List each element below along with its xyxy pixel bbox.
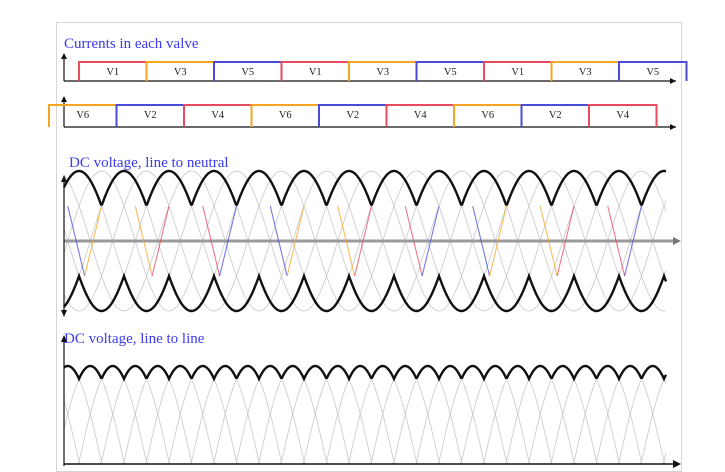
valve-label: V1 [106, 67, 119, 78]
top-row: V1 V3 V5 V1 V3 V5 V1 V3 V5 [61, 53, 688, 84]
phase-diagonal [151, 205, 170, 277]
top-pulse [618, 61, 688, 81]
neutral-axis-arrow [673, 237, 681, 245]
figure-frame [56, 22, 682, 472]
positive-envelope [62, 169, 667, 206]
line-axis-arrow [673, 460, 681, 468]
phase-reference-curve [63, 170, 667, 312]
phase-diagonal [539, 205, 558, 277]
negative-envelope [63, 272, 668, 313]
valve-label: V5 [444, 67, 457, 78]
phase-reference-curve [63, 170, 667, 312]
phase-diagonal [624, 205, 643, 277]
valve-label: V6 [481, 110, 494, 121]
phase-diagonal [337, 205, 356, 277]
phase-reference-curve [63, 170, 667, 312]
valve-label: V5 [241, 67, 254, 78]
bottom-row: V6 V2 V4 V6 V2 V4 V6 V2 V4 [48, 96, 676, 130]
phase-diagonal [134, 205, 153, 277]
valve-label: V4 [616, 110, 630, 121]
valve-label: V6 [76, 110, 89, 121]
line-reference-curve [64, 365, 667, 465]
phase-diagonal [421, 205, 440, 277]
phase-diagonal [607, 205, 626, 277]
valve-label: V5 [646, 67, 659, 78]
line-reference-curve [64, 365, 667, 465]
bottom-pulse [588, 104, 658, 127]
valve-label: V3 [376, 67, 389, 78]
phase-diagonal [472, 205, 491, 277]
top-axis-arrow [670, 78, 676, 84]
valve-label: V1 [511, 67, 524, 78]
phase-diagonal [404, 205, 423, 277]
title-dc-line-to-line: DC voltage, line to line [64, 331, 205, 347]
neutral-waveforms [61, 169, 681, 317]
valve-label: V1 [309, 67, 322, 78]
line-y-axis-arrow [61, 335, 67, 342]
title-currents: Currents in each valve [64, 36, 199, 52]
phase-diagonal [219, 205, 238, 277]
phase-diagonal [84, 205, 103, 277]
title-dc-line-to-neutral: DC voltage, line to neutral [69, 155, 229, 171]
phase-diagonal [286, 205, 305, 277]
phase-reference-curve [63, 170, 667, 312]
top-y-axis-arrow [61, 53, 67, 59]
valve-label: V4 [414, 110, 428, 121]
line-waveforms [61, 335, 681, 468]
bottom-y-axis-arrow [61, 96, 67, 102]
phase-diagonal [354, 205, 373, 277]
phase-diagonal [202, 205, 221, 277]
valve-label: V3 [579, 67, 592, 78]
neutral-y-axis-arrow-up [61, 175, 67, 182]
valve-label: V2 [346, 110, 359, 121]
phase-diagonal [556, 205, 575, 277]
valve-label: V3 [174, 67, 187, 78]
valve-label: V6 [279, 110, 292, 121]
line-reference-curve [63, 365, 666, 465]
valve-label: V2 [144, 110, 157, 121]
neutral-y-axis-arrow-down [61, 310, 67, 317]
valve-label: V2 [549, 110, 562, 121]
valve-label: V4 [211, 110, 225, 121]
phase-diagonal [67, 205, 86, 277]
bottom-axis-arrow [670, 124, 676, 130]
phase-diagonal [489, 205, 508, 277]
line-reference-curve [63, 365, 666, 465]
line-reference-curve [63, 365, 667, 465]
line-reference-curve [64, 365, 667, 465]
line-envelope [63, 364, 668, 382]
phase-diagonal [269, 205, 288, 277]
